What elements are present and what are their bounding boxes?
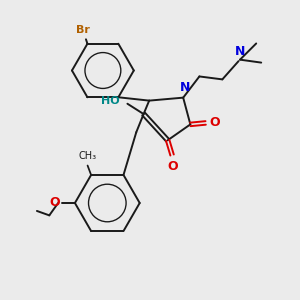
Text: HO: HO bbox=[100, 96, 119, 106]
Text: O: O bbox=[210, 116, 220, 129]
Text: N: N bbox=[235, 45, 245, 58]
Text: N: N bbox=[180, 81, 190, 94]
Text: Br: Br bbox=[76, 26, 90, 35]
Text: CH₃: CH₃ bbox=[79, 152, 97, 161]
Text: O: O bbox=[50, 196, 60, 209]
Text: O: O bbox=[168, 160, 178, 173]
